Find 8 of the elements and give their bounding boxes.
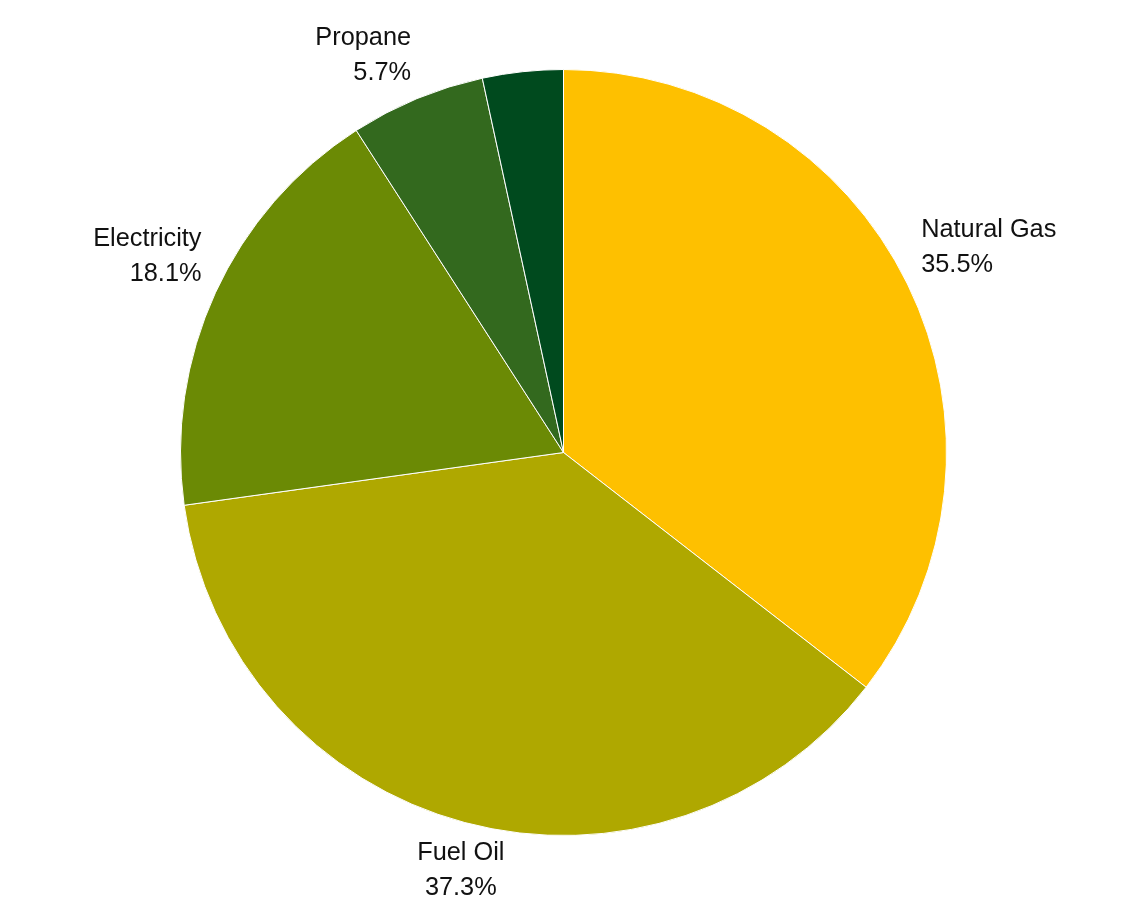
data-label: 35.5% — [921, 249, 994, 278]
slice-label: Electricity — [93, 223, 202, 252]
slice-label: Fuel Oil — [417, 837, 505, 866]
slice-label: Propane — [315, 21, 412, 50]
data-label: 18.1% — [129, 258, 202, 287]
slice-label: Natural Gas — [921, 214, 1057, 243]
data-label: 5.7% — [353, 56, 412, 85]
data-label: 37.3% — [424, 872, 497, 901]
